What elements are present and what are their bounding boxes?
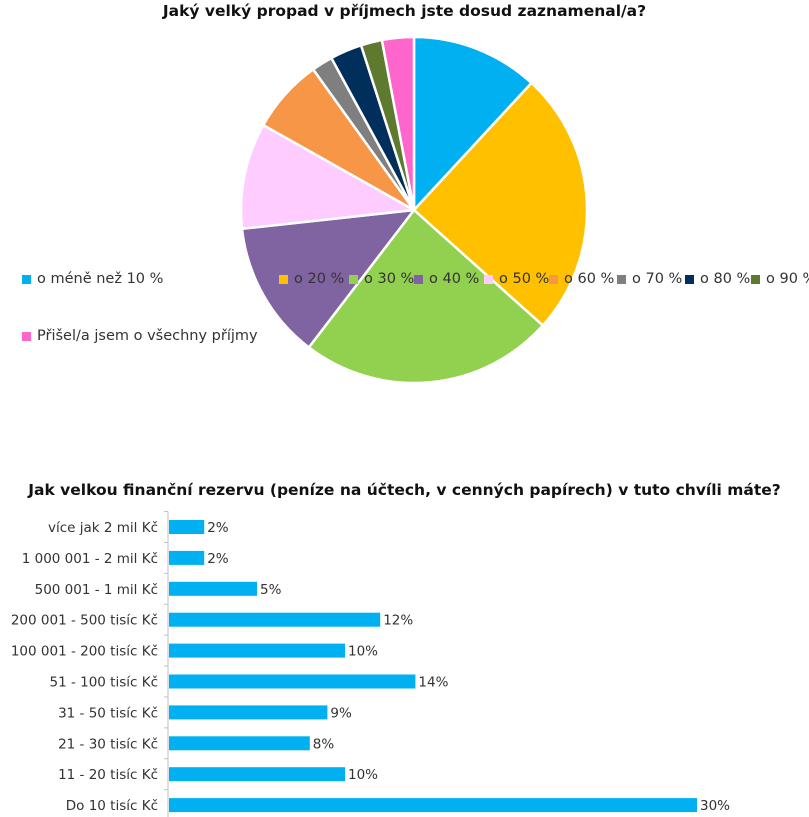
pie-slice-o-mene-nez-10 — [412, 35, 533, 212]
category-label-51-100-tisic-kc: 51 - 100 tisíc Kč — [49, 675, 158, 691]
category-label-1-000-001-2-mil-kc: 1 000 001 - 2 mil Kč — [22, 551, 158, 567]
legend-swatch — [549, 274, 558, 284]
legend-swatch — [22, 274, 31, 284]
pie-slice-prisel-a-jsem-o-vsechny-prijmy — [380, 35, 416, 212]
legend-label: o 90 % — [766, 271, 809, 287]
legend-label: o méně než 10 % — [37, 271, 164, 287]
pie-chart — [239, 35, 589, 385]
category-label-200-001-500-tisic-kc: 200 001 - 500 tisíc Kč — [11, 613, 158, 629]
legend-swatch — [279, 274, 288, 284]
legend-label: o 30 % — [364, 271, 415, 287]
pie-chart-title: Jaký velký propad v příjmech jste dosud … — [162, 2, 647, 20]
pie-slice-o-30 — [307, 208, 545, 385]
category-label-100-001-200-tisic-kc: 100 001 - 200 tisíc Kč — [11, 644, 158, 660]
data-label-21-30-tisic-kc: 8% — [313, 736, 335, 752]
category-label-vice-jak-2-mil-kc: více jak 2 mil Kč — [48, 520, 158, 536]
legend-swatch — [22, 331, 31, 341]
pie-slice-o-40 — [240, 208, 416, 349]
bar-51-100-tisic-kc — [169, 674, 416, 689]
legend-item-o-80: o 80 % — [685, 270, 750, 288]
bar-chart: více jak 2 mil Kč 2% 1 000 001 - 2 mil Kč 2… — [11, 511, 730, 817]
category-label-do-10-tisic-kc: Do 10 tisíc Kč — [66, 798, 158, 814]
legend-label: o 40 % — [429, 271, 480, 287]
legend-swatch — [751, 274, 760, 284]
data-label-11-20-tisic-kc: 10% — [348, 767, 378, 783]
legend-label: o 20 % — [294, 271, 345, 287]
legend-label: o 70 % — [632, 271, 683, 287]
data-label-200-001-500-tisic-kc: 12% — [383, 613, 413, 629]
legend-item-o-70: o 70 % — [617, 270, 682, 288]
category-label-11-20-tisic-kc: 11 - 20 tisíc Kč — [58, 767, 158, 783]
legend-label: o 50 % — [499, 271, 550, 287]
legend-item-o-20: o 20 % — [279, 270, 344, 288]
data-label-1-000-001-2-mil-kc: 2% — [207, 551, 229, 567]
bar-1-000-001-2-mil-kc — [169, 550, 205, 565]
data-label-vice-jak-2-mil-kc: 2% — [207, 520, 229, 536]
legend-label: o 60 % — [564, 271, 615, 287]
bar-31-50-tisic-kc — [169, 705, 328, 720]
legend-swatch — [617, 274, 626, 284]
data-label-51-100-tisic-kc: 14% — [418, 675, 448, 691]
bar-21-30-tisic-kc — [169, 736, 310, 751]
data-label-31-50-tisic-kc: 9% — [330, 705, 352, 721]
bar-11-20-tisic-kc — [169, 767, 345, 782]
pie-slice-o-20 — [412, 81, 589, 327]
legend-label: o 80 % — [700, 271, 751, 287]
bar-200-001-500-tisic-kc — [169, 612, 381, 627]
legend-swatch — [484, 274, 493, 284]
legend-label: Přišel/a jsem o všechny příjmy — [37, 328, 258, 344]
legend-item-o-30: o 30 % — [349, 270, 414, 288]
category-label-21-30-tisic-kc: 21 - 30 tisíc Kč — [58, 736, 158, 752]
data-label-500-001-1-mil-kc: 5% — [260, 582, 282, 598]
data-label-100-001-200-tisic-kc: 10% — [348, 644, 378, 660]
legend-swatch — [414, 274, 423, 284]
legend-item-o-40: o 40 % — [414, 270, 479, 288]
bar-chart-title: Jak velkou finanční rezervu (peníze na ú… — [28, 481, 781, 499]
legend-item-o-60: o 60 % — [549, 270, 614, 288]
legend-swatch — [349, 274, 358, 284]
legend-item-o-90: o 90 % — [751, 270, 809, 288]
bar-500-001-1-mil-kc — [169, 581, 257, 596]
legend-item-prisel-a-jsem-o-vsechny-prijmy: Přišel/a jsem o všechny příjmy — [22, 327, 258, 345]
bar-100-001-200-tisic-kc — [169, 643, 345, 658]
legend-swatch — [685, 274, 694, 284]
data-label-do-10-tisic-kc: 30% — [700, 798, 730, 814]
category-label-500-001-1-mil-kc: 500 001 - 1 mil Kč — [35, 582, 158, 598]
category-label-31-50-tisic-kc: 31 - 50 tisíc Kč — [58, 705, 158, 721]
pie-slice-o-50 — [239, 123, 416, 231]
legend-item-o-50: o 50 % — [484, 270, 549, 288]
legend-item-o-mene-nez-10: o méně než 10 % — [22, 270, 163, 288]
bar-vice-jak-2-mil-kc — [169, 520, 205, 534]
bar-do-10-tisic-kc — [169, 798, 697, 813]
